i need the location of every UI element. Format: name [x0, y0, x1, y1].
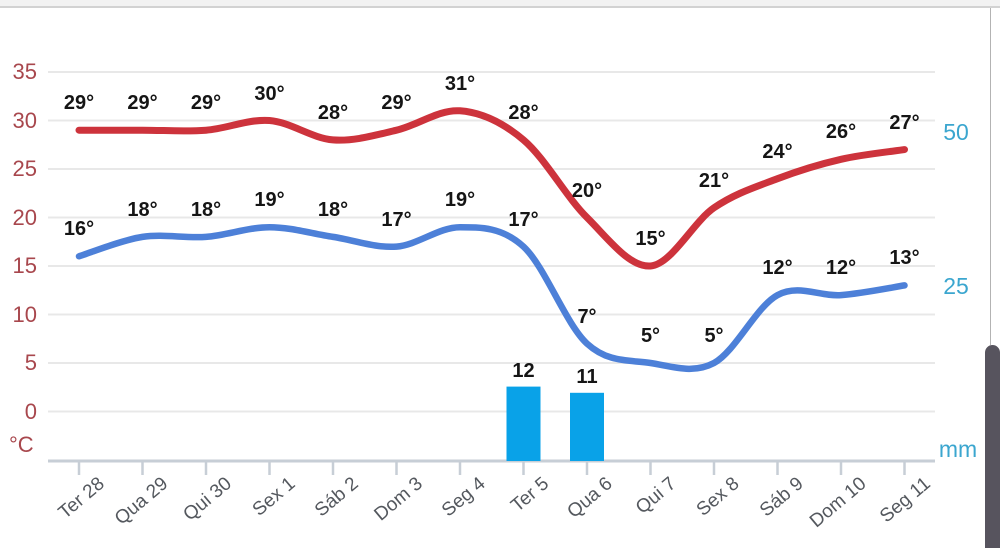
right-axis-label: 25	[943, 273, 969, 299]
min-temp-label: 18°	[127, 198, 158, 221]
precip-bar	[506, 386, 541, 461]
y-axis-label: 15	[12, 253, 37, 278]
min-temp-label: 19°	[444, 189, 476, 212]
precip-bar-label: 11	[576, 365, 598, 388]
scrollbar-thumb[interactable]	[985, 345, 1000, 548]
panel-edge-line	[990, 8, 991, 345]
y-axis-label: 20	[12, 204, 37, 230]
y-axis-label: 5	[24, 350, 37, 375]
min-temp-label: 12°	[762, 257, 793, 280]
left-axis-unit: °C	[9, 432, 34, 457]
min-temp-label: 18°	[317, 198, 349, 221]
max-temp-label: 27°	[889, 111, 920, 134]
min-temp-label: 18°	[190, 198, 222, 221]
y-axis-label: 25	[12, 156, 37, 181]
max-temp-label: 21°	[698, 169, 730, 192]
min-temp-line	[75, 223, 908, 372]
max-temp-label: 28°	[317, 101, 349, 124]
precip-bar-label: 12	[512, 359, 535, 382]
min-temp-label: 13°	[889, 247, 920, 270]
right-axis-unit: mm	[938, 436, 978, 462]
max-temp-label: 29°	[381, 92, 412, 115]
max-temp-label: 29°	[190, 92, 222, 115]
max-temp-label: 28°	[508, 101, 539, 124]
right-axis-label: 50	[943, 119, 969, 145]
max-temp-label: 29°	[127, 92, 158, 115]
min-temp-label: 5°	[704, 325, 724, 347]
min-temp-label: 17°	[381, 208, 412, 231]
max-temp-label: 30°	[254, 82, 285, 105]
y-axis-label: 35	[12, 59, 37, 84]
max-temp-label: 20°	[571, 179, 603, 202]
min-temp-label: 12°	[825, 257, 857, 280]
precip-bar	[570, 392, 604, 461]
max-temp-label: 15°	[635, 228, 666, 250]
min-temp-label: 17°	[508, 208, 539, 231]
y-axis-label: 0	[24, 398, 37, 424]
y-axis-label: 30	[12, 107, 37, 133]
max-temp-label: 24°	[762, 140, 793, 163]
y-axis-label: 10	[12, 301, 37, 327]
min-temp-label: 19°	[254, 189, 285, 212]
min-temp-label: 7°	[577, 305, 597, 328]
max-temp-label: 29°	[63, 92, 95, 115]
max-temp-label: 26°	[825, 121, 857, 144]
min-temp-label: 16°	[63, 218, 95, 241]
max-temp-line	[75, 107, 908, 270]
top-divider	[0, 0, 1000, 8]
min-temp-label: 5°	[640, 325, 661, 347]
max-temp-label: 31°	[444, 72, 476, 95]
